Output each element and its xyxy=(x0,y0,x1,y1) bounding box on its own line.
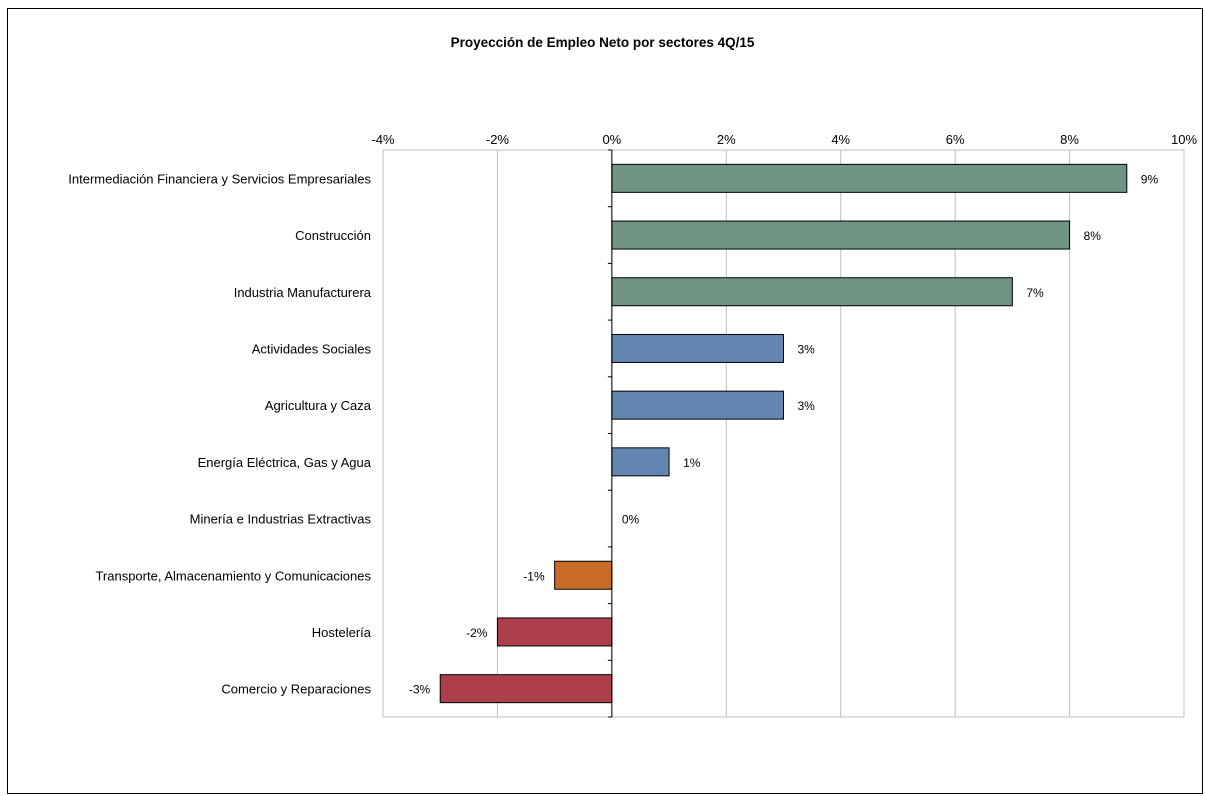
data-label: 1% xyxy=(683,456,701,470)
x-tick-label: -4% xyxy=(371,132,395,147)
category-label: Minería e Industrias Extractivas xyxy=(190,512,372,527)
x-axis-ticks: -4% -2% 0% 2% 4% 6% 8% 10% xyxy=(371,132,1197,147)
category-label: Comercio y Reparaciones xyxy=(221,682,371,697)
x-tick-label: 2% xyxy=(717,132,736,147)
bar xyxy=(611,163,1128,193)
bar xyxy=(611,390,784,420)
bar xyxy=(496,617,613,647)
bar xyxy=(554,560,613,590)
bars xyxy=(439,163,1128,704)
category-label: Energía Eléctrica, Gas y Agua xyxy=(198,455,372,470)
x-tick-label: 0% xyxy=(602,132,621,147)
data-label: 8% xyxy=(1084,229,1102,243)
x-tick-label: 10% xyxy=(1171,132,1197,147)
category-label: Industria Manufacturera xyxy=(234,285,372,300)
category-label: Construcción xyxy=(295,228,371,243)
plot-area-border xyxy=(382,149,1185,718)
category-label: Transporte, Almacenamiento y Comunicacio… xyxy=(95,568,371,583)
zero-axis xyxy=(607,149,613,718)
chart-frame xyxy=(7,8,1203,794)
data-label: 7% xyxy=(1026,286,1044,300)
bar xyxy=(611,447,670,477)
category-label: Hostelería xyxy=(312,625,372,640)
data-label: 3% xyxy=(798,342,816,356)
data-label: -1% xyxy=(523,569,545,583)
chart-title: Proyección de Empleo Neto por sectores 4… xyxy=(450,35,755,50)
bar xyxy=(439,674,613,704)
category-label: Actividades Sociales xyxy=(252,341,372,356)
data-label: 3% xyxy=(798,399,816,413)
category-labels: Intermediación Financiera y Servicios Em… xyxy=(68,171,372,696)
bar xyxy=(611,220,1071,250)
category-label: Agricultura y Caza xyxy=(265,398,372,413)
x-tick-label: 4% xyxy=(831,132,850,147)
bar xyxy=(611,333,784,363)
x-tick-label: 6% xyxy=(946,132,965,147)
category-label: Intermediación Financiera y Servicios Em… xyxy=(68,171,371,186)
data-labels: 9% 8% 7% 3% 3% 1% 0% -1% -2% -3% xyxy=(409,172,1159,696)
data-label: 0% xyxy=(622,513,640,527)
data-label: 9% xyxy=(1141,172,1159,186)
data-label: -2% xyxy=(466,626,488,640)
bar xyxy=(611,277,1013,307)
x-tick-label: 8% xyxy=(1060,132,1079,147)
x-tick-label: -2% xyxy=(486,132,510,147)
data-label: -3% xyxy=(409,683,431,697)
